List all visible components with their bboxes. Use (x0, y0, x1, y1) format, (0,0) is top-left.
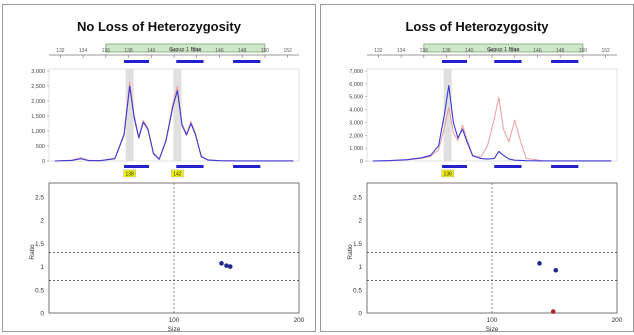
size-tick-label: 132 (56, 48, 65, 54)
electro-y-tick-label: 1,000 (349, 146, 363, 152)
size-tick-label: 148 (238, 48, 247, 54)
panel-title: Loss of Heterozygosity (405, 19, 549, 34)
bin-marker (233, 60, 261, 63)
bin-label: Group 1 Blue (169, 47, 201, 53)
electro-plot-area (366, 68, 618, 162)
bin-marker (551, 60, 579, 63)
trace-sample (372, 85, 612, 162)
size-tick-label: 152 (283, 48, 292, 54)
bin-marker-bottom (442, 165, 467, 168)
size-tick-label: 136 (102, 48, 111, 54)
trace-reference (372, 96, 612, 162)
ratio-y-tick-label: 1 (40, 264, 44, 271)
peak-label-box (123, 169, 136, 178)
panel-title: No Loss of Heterozygosity (77, 19, 241, 34)
ratio-point (219, 261, 224, 266)
size-tick-label: 144 (193, 48, 202, 54)
ratio-y-axis-label: Ratio (347, 244, 354, 260)
electro-y-tick-label: 1,000 (31, 129, 45, 135)
size-tick-label: 146 (215, 48, 224, 54)
bin-marker-bottom (176, 165, 204, 168)
ratio-point (224, 263, 229, 268)
bin-marker-bottom (551, 165, 579, 168)
size-tick-label: 134 (397, 48, 406, 54)
ratio-y-tick-label: 1.5 (353, 241, 362, 248)
size-tick-label: 144 (511, 48, 520, 54)
bin-label-box (105, 43, 266, 53)
ratio-y-axis-label: Ratio (29, 244, 36, 260)
size-tick-label: 134 (79, 48, 88, 54)
size-tick-label: 138 (442, 48, 451, 54)
peak-label: 142 (173, 172, 182, 178)
electro-y-tick-label: 2,500 (31, 84, 45, 90)
ratio-x-tick-label: 200 (612, 317, 623, 324)
peak-label: 138 (126, 172, 135, 178)
ratio-y-tick-label: 0.5 (35, 287, 44, 294)
ratio-point (537, 261, 542, 266)
panel-no-loh: No Loss of Heterozygosity Group 1 Blue 13… (2, 4, 316, 333)
bin-marker (494, 60, 522, 63)
bin-marker-bottom (124, 165, 149, 168)
size-tick-label: 146 (533, 48, 542, 54)
electro-y-tick-label: 1,500 (31, 114, 45, 120)
trace-sample (54, 85, 294, 162)
bin-marker-bottom (233, 165, 261, 168)
electro-y-tick-label: 6,000 (349, 82, 363, 88)
electro-y-tick-label: 5,000 (349, 95, 363, 101)
ratio-y-tick-label: 0.5 (353, 287, 362, 294)
bin-marker (124, 60, 149, 63)
ratio-x-tick-label: 200 (294, 317, 305, 324)
ratio-x-axis-label: Size (168, 326, 181, 333)
peak-label-box (171, 169, 184, 178)
size-tick-label: 150 (261, 48, 270, 54)
ratio-y-tick-label: 2 (40, 218, 44, 225)
ratio-y-tick-label: 0 (40, 311, 44, 318)
electro-y-tick-label: 2,000 (349, 133, 363, 139)
panel-no-loh-plots: Group 1 Blue 132 134 136 138 140 142 144 146 148 1… (29, 43, 305, 333)
size-tick-label: 136 (420, 48, 429, 54)
electro-y-tick-label: 4,000 (349, 108, 363, 114)
ratio-x-axis-label: Size (486, 326, 499, 333)
bin-label-box (423, 43, 584, 53)
ratio-y-tick-label: 0 (358, 311, 362, 318)
size-tick-label: 142 (170, 48, 179, 54)
bin-label: Group 1 Blue (487, 47, 519, 53)
panel-loh: Loss of Heterozygosity Group 1 Blue 132 13… (320, 4, 634, 333)
size-tick-label: 140 (465, 48, 474, 54)
size-tick-label: 140 (147, 48, 156, 54)
electro-y-tick-label: 0 (42, 159, 45, 165)
electro-y-tick-label: 500 (36, 144, 45, 150)
ratio-point (550, 309, 556, 314)
panel-loh-plots: Group 1 Blue 132 134 136 138 140 142 144 146 148 1… (347, 43, 623, 333)
peak-label-box (441, 169, 454, 178)
peak-highlight (125, 69, 134, 161)
bin-marker-bottom (494, 165, 522, 168)
ratio-y-tick-label: 2.5 (353, 194, 362, 201)
ratio-y-tick-label: 1 (358, 264, 362, 271)
size-tick-label: 150 (579, 48, 588, 54)
size-tick-label: 132 (374, 48, 383, 54)
electro-y-tick-label: 0 (360, 159, 363, 165)
ratio-x-tick-label: 100 (169, 317, 180, 324)
peak-label: 138 (444, 172, 453, 178)
ratio-y-tick-label: 2 (358, 218, 362, 225)
electro-y-tick-label: 7,000 (349, 69, 363, 75)
electro-y-tick-label: 3,000 (349, 120, 363, 126)
size-tick-label: 142 (488, 48, 497, 54)
ratio-y-tick-label: 2.5 (35, 194, 44, 201)
peak-highlight (443, 69, 452, 161)
size-tick-label: 152 (601, 48, 610, 54)
bin-marker (442, 60, 467, 63)
electro-y-tick-label: 2,000 (31, 99, 45, 105)
electro-y-tick-label: 3,000 (31, 69, 45, 75)
size-tick-label: 148 (556, 48, 565, 54)
ratio-point (553, 267, 559, 273)
ratio-x-tick-label: 100 (487, 317, 498, 324)
bin-marker (176, 60, 204, 63)
size-tick-label: 138 (124, 48, 133, 54)
ratio-y-tick-label: 1.5 (35, 241, 44, 248)
ratio-point (227, 264, 233, 269)
peak-highlight (173, 69, 182, 161)
